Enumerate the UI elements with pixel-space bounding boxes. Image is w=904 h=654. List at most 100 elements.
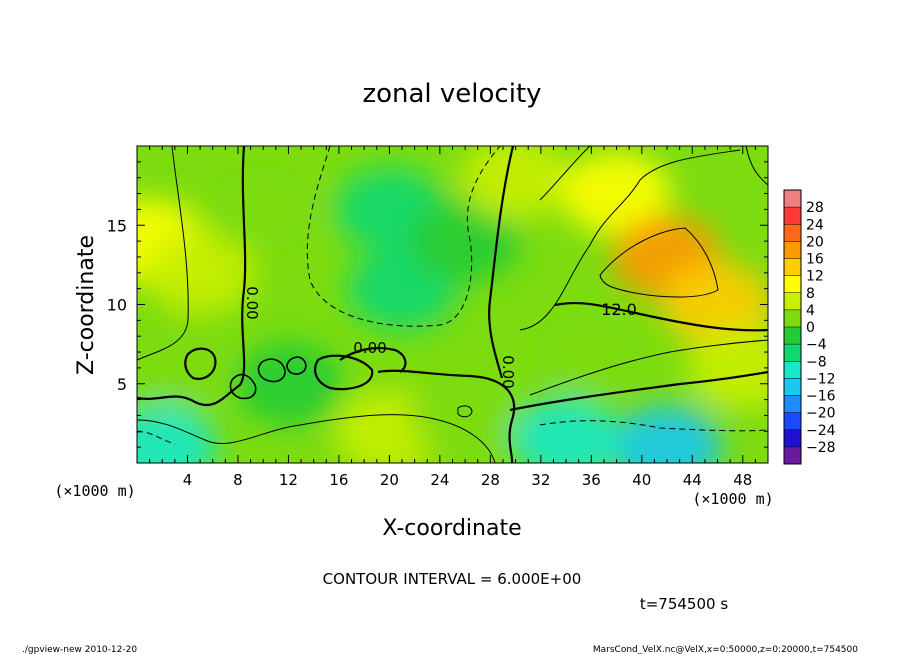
contour-zero-mid	[377, 369, 516, 463]
colorbar-tick-label: −12	[806, 371, 836, 387]
field-blob	[687, 325, 768, 410]
contour-label-zero-vert: 0.00	[499, 355, 517, 388]
x-axis-label: X-coordinate	[382, 516, 521, 541]
contour-thin-vert	[745, 146, 768, 186]
colorbar-tick-label: 8	[806, 286, 815, 302]
y-tick-label: 5	[117, 375, 127, 394]
contour-blob-5	[286, 356, 307, 375]
x-tick-label: 12	[279, 471, 298, 489]
x-tick-label: 24	[430, 471, 449, 489]
field-blob	[460, 146, 571, 220]
contour-12	[554, 301, 768, 332]
plot-area	[137, 146, 768, 463]
x-unit-label-right: (×1000 m)	[692, 490, 773, 508]
field-blob	[145, 230, 256, 315]
contour-blob-3	[229, 373, 257, 400]
contour-thin-right	[519, 149, 741, 331]
contour-neg-bottom	[539, 420, 768, 432]
colorbar-tick-label: 4	[806, 303, 815, 319]
contour-label-zero-left: 0.00	[243, 286, 261, 319]
colorbar-segment	[784, 412, 801, 431]
field-color-blobs	[137, 146, 768, 463]
contour-bold-right	[509, 370, 768, 412]
colorbar-segment	[784, 258, 801, 277]
contour-zero-curve	[339, 346, 407, 373]
contour-thin-lower	[137, 414, 496, 463]
field-blob	[511, 397, 622, 463]
field-blob	[662, 262, 768, 347]
y-tick-label: 10	[107, 296, 127, 315]
field-blob	[612, 405, 723, 463]
contour-zero-vert	[488, 146, 515, 379]
colorbar-tick-label: 24	[806, 217, 824, 233]
colorbar-segment	[784, 327, 801, 345]
field-blob	[137, 405, 218, 463]
colorbar-segment	[784, 224, 801, 242]
x-tick-label: 40	[632, 471, 651, 489]
colorbar-tick-label: 20	[806, 234, 824, 250]
colorbar-tick-label: 16	[806, 252, 824, 268]
field-blob	[536, 310, 647, 395]
y-axis-label: Z-coordinate	[74, 235, 99, 375]
x-tick-label: 4	[183, 471, 193, 489]
footer-left: ./gpview-new 2010-12-20	[22, 645, 137, 654]
field-blob	[410, 199, 521, 284]
colorbar-segment	[784, 429, 801, 448]
colorbar-segment	[784, 241, 801, 259]
x-tick-label: 28	[481, 471, 500, 489]
x-tick-label: 16	[329, 471, 348, 489]
colorbar-segment	[784, 395, 801, 414]
contour-neg-cell	[306, 146, 501, 327]
time-label: t=754500 s	[640, 595, 728, 613]
y-tick-label: 15	[107, 216, 127, 235]
colorbar-segment	[784, 275, 801, 294]
colorbar-segment	[784, 361, 801, 379]
colorbar-segment	[784, 190, 801, 208]
field-blob	[208, 167, 319, 252]
contour-blob-6	[457, 405, 473, 418]
field-blob	[137, 325, 230, 410]
colorbar-tick-label: 0	[806, 320, 815, 336]
field-blob	[561, 151, 672, 236]
colorbar-segment	[784, 292, 801, 311]
colorbar-segment	[784, 446, 801, 465]
contour-lines	[137, 146, 768, 463]
footer-right: MarsCond_VelX.nc@VelX,x=0:50000,z=0:2000…	[593, 645, 858, 654]
contour-blob-2	[314, 354, 374, 391]
contour-neg-left	[137, 431, 176, 445]
chart-title: zonal velocity	[362, 79, 541, 109]
colorbar-segment	[784, 207, 801, 225]
colorbar-segment	[784, 344, 801, 362]
field-blob	[233, 341, 344, 426]
colorbar-tick-label: −16	[806, 389, 836, 405]
x-tick-label: 36	[582, 471, 601, 489]
x-tick-label: 20	[380, 471, 399, 489]
colorbar-segment	[784, 378, 801, 396]
contour-thin-right2	[529, 339, 768, 396]
contour-blob-4	[257, 358, 286, 383]
x-tick-label: 44	[683, 471, 702, 489]
contour-blob-1	[184, 347, 217, 380]
field-blob	[410, 373, 521, 458]
colorbar-tick-label: −20	[806, 406, 836, 422]
colorbar-tick-label: −24	[806, 423, 836, 439]
x-tick-label: 32	[531, 471, 550, 489]
contour-thin-left	[137, 146, 189, 361]
contour-max	[599, 227, 719, 298]
x-unit-label-left: (×1000 m)	[54, 482, 135, 500]
contour-label-12: 12.0	[601, 300, 637, 319]
x-axis: 4 8 12 16 20 24 28 32 36 40 44 48	[136, 146, 769, 489]
x-tick-label: 8	[233, 471, 243, 489]
colorbar-tick-label: −8	[806, 354, 827, 370]
contour-interval: CONTOUR INTERVAL = 6.000E+00	[323, 570, 582, 588]
colorbar-segment	[784, 309, 801, 328]
x-tick-label: 48	[733, 471, 752, 489]
colorbar-tick-label: 28	[806, 200, 824, 216]
colorbar-tick-label: −28	[806, 440, 836, 456]
contour-thin-top	[539, 146, 591, 201]
colorbar-tick-label: 12	[806, 269, 824, 285]
y-axis: 5 10 15	[107, 145, 768, 464]
contour-label-zero-mid: 0.00	[353, 339, 386, 357]
